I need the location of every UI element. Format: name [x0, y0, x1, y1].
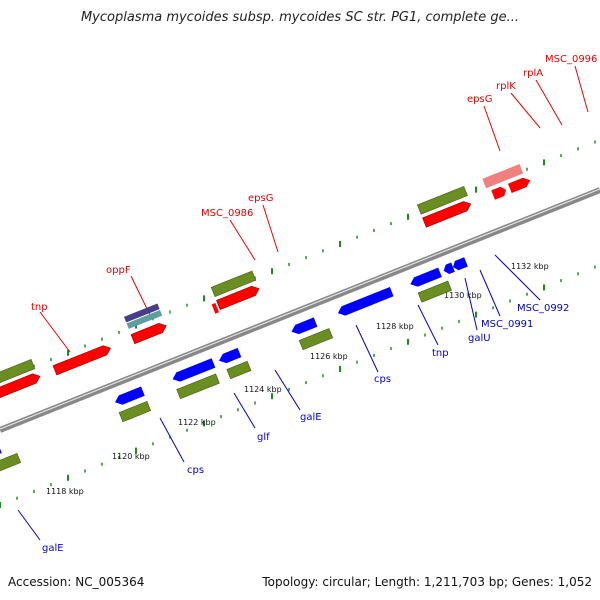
reverse-tick-row [0, 265, 596, 508]
gene-label-msc-0996[interactable]: MSC_0996 [545, 54, 597, 65]
teal-feature[interactable] [126, 309, 163, 329]
gene-feature[interactable] [416, 185, 468, 215]
scale-label: 1126 kbp [310, 352, 348, 361]
cds-feature[interactable] [408, 267, 442, 289]
gene-label-rplA[interactable]: rplA [523, 68, 543, 79]
gene-feature[interactable] [118, 400, 152, 423]
gene-feature[interactable] [417, 280, 452, 303]
cds-feature[interactable] [52, 343, 112, 376]
backbone [0, 187, 600, 433]
gene-label-msc-0986[interactable]: MSC_0986 [201, 208, 253, 219]
cds-feature[interactable] [113, 386, 145, 407]
cds-feature[interactable] [0, 372, 42, 399]
reverse-labels: galE cps glf galE cps tnp galU MSC_0991 … [42, 303, 569, 554]
gene-label-galE[interactable]: galE [300, 412, 322, 423]
gene-label-cps[interactable]: cps [374, 374, 391, 385]
gene-label-msc-0991[interactable]: MSC_0991 [481, 319, 533, 330]
gene-feature[interactable] [210, 270, 257, 298]
cds-feature[interactable] [442, 262, 455, 275]
scale-label: 1132 kbp [511, 262, 549, 271]
forward-labels: tnp oppF MSC_0986 epsG epsG rplK rplA MS… [31, 54, 597, 313]
gene-feature[interactable] [298, 328, 334, 351]
feature-track [0, 164, 532, 475]
cds-feature[interactable] [171, 358, 216, 384]
gene-feature[interactable] [0, 358, 36, 386]
cds-feature[interactable] [211, 302, 220, 314]
gene-label-cps[interactable]: cps [187, 465, 204, 476]
gene-label-tnp[interactable]: tnp [31, 302, 48, 313]
label-callouts [17, 65, 589, 541]
gene-feature[interactable] [176, 373, 220, 400]
gene-label-epsG[interactable]: epsG [467, 94, 492, 105]
accession-text: Accession: NC_005364 [8, 575, 145, 589]
gene-label-glf[interactable]: glf [257, 432, 270, 443]
cds-feature[interactable] [290, 317, 318, 336]
scale-label: 1124 kbp [244, 385, 282, 394]
cds-feature[interactable] [217, 347, 242, 365]
gene-label-rplK[interactable]: rplK [496, 81, 516, 92]
scale-label: 1130 kbp [444, 291, 482, 300]
cds-feature[interactable] [336, 286, 394, 318]
scale-label: 1128 kbp [376, 322, 414, 331]
gene-label-tnp[interactable]: tnp [432, 348, 449, 359]
cds-feature[interactable] [491, 185, 508, 200]
forward-features [0, 164, 532, 399]
gene-feature[interactable] [226, 360, 252, 380]
gene-label-galE[interactable]: galE [42, 543, 64, 554]
gene-label-oppF[interactable]: oppF [106, 265, 131, 276]
genome-summary-text: Topology: circular; Length: 1,211,703 bp… [262, 575, 592, 589]
scale-labels: 1118 kbp 1120 kbp 1122 kbp 1124 kbp 1126… [46, 262, 549, 496]
cds-feature[interactable] [507, 176, 532, 194]
scale-label: 1120 kbp [112, 452, 150, 461]
cds-feature[interactable] [216, 284, 261, 311]
gene-label-galU[interactable]: galU [468, 333, 491, 344]
gene-feature[interactable] [0, 452, 22, 475]
dark-feature[interactable] [123, 303, 160, 323]
cds-feature[interactable] [422, 199, 473, 228]
reverse-features [0, 257, 468, 475]
cds-feature[interactable] [0, 443, 2, 461]
gene-label-msc-0992[interactable]: MSC_0992 [517, 303, 569, 314]
scale-label: 1118 kbp [46, 487, 84, 496]
scale-label: 1122 kbp [178, 418, 216, 427]
gene-label-epsG[interactable]: epsG [248, 193, 273, 204]
cds-feature[interactable] [451, 257, 468, 271]
page-title: Mycoplasma mycoides subsp. mycoides SC s… [80, 10, 520, 25]
cds-feature[interactable] [130, 321, 168, 345]
pseudo-feature[interactable] [482, 164, 524, 189]
